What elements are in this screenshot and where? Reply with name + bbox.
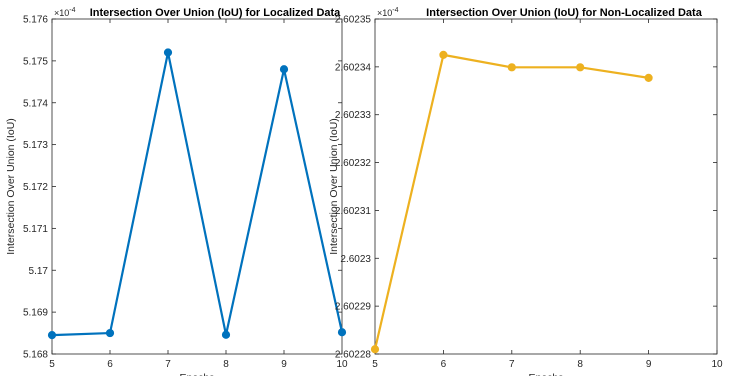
chart2-y-tick-label: 2.60232: [335, 158, 372, 169]
chart2-x-tick-label: 8: [577, 359, 583, 370]
chart1-y-tick-label: 5.17: [29, 266, 49, 277]
chart1-y-tick-label: 5.176: [23, 15, 48, 26]
chart1-exponent-power: -4: [69, 7, 75, 14]
chart1-x-tick-label: 8: [223, 359, 229, 370]
chart2-title: Intersection Over Union (IoU) for Non-Lo…: [426, 7, 703, 19]
chart1-exponent-base: ×10: [54, 8, 69, 18]
chart2-exponent-power: -4: [392, 7, 398, 14]
chart1-series-line: [51, 51, 344, 337]
chart2-series-line: [373, 53, 649, 350]
chart1-y-tick-label: 5.173: [23, 140, 48, 151]
chart1-y-tick-label: 5.174: [23, 98, 48, 109]
chart2-axes-box: [374, 18, 718, 355]
chart2-data-point: [644, 73, 653, 82]
chart2-exponent-label: ×10-4: [377, 7, 399, 18]
chart1-y-tick-label: 5.175: [23, 56, 48, 67]
chart1-data-point: [221, 330, 231, 339]
chart2-y-tick-label: 2.60228: [335, 350, 372, 361]
chart2-y-tick-label: 2.60229: [335, 302, 372, 313]
chart2-y-axis-label: Intersection Over Union (IoU): [328, 118, 340, 255]
chart1-x-tick-label: 10: [336, 359, 348, 370]
chart1-data-point: [105, 328, 115, 338]
chart2-data-point: [576, 63, 585, 72]
chart1-exponent-label: ×10-4: [54, 7, 76, 18]
chart1-y-tick-label: 5.169: [23, 308, 48, 319]
chart2-x-tick-label: 5: [372, 359, 378, 370]
chart1-x-tick-label: 7: [165, 359, 171, 370]
chart2-data-point: [370, 345, 380, 354]
chart2-y-tick-label: 2.60233: [335, 110, 372, 121]
chart2-data-point: [439, 50, 448, 59]
chart2-x-axis-label: Epochs: [528, 372, 563, 376]
chart1-y-tick-label: 5.168: [23, 350, 48, 361]
chart2-data-point: [507, 63, 516, 72]
chart1-axes-box: [51, 18, 343, 355]
chart1-y-tick-label: 5.172: [23, 182, 48, 193]
chart2-y-tick-label: 2.60234: [335, 62, 372, 73]
chart1-title: Intersection Over Union (IoU) for Locali…: [90, 7, 341, 19]
chart1-x-tick-label: 9: [281, 359, 287, 370]
chart1-data-point: [337, 328, 347, 337]
chart2-x-tick-label: 7: [509, 359, 515, 370]
chart2-x-tick-label: 6: [441, 359, 447, 370]
chart2-y-tick-label: 2.60231: [335, 206, 372, 217]
chart1-x-tick-label: 6: [107, 359, 113, 370]
chart2-x-tick-label: 9: [646, 359, 652, 370]
chart1-x-axis-label: Epochs: [179, 372, 214, 376]
chart2-x-tick-label: 10: [711, 359, 723, 370]
chart1-x-tick-label: 5: [49, 359, 55, 370]
chart1-y-tick-label: 5.171: [23, 224, 48, 235]
chart2-y-tick-label: 2.60235: [335, 15, 372, 26]
chart1-data-point: [163, 48, 173, 57]
chart1-data-point: [47, 331, 57, 340]
chart1-data-point: [279, 65, 289, 74]
chart1-y-axis-label: Intersection Over Union (IoU): [5, 118, 17, 255]
chart2-exponent-base: ×10: [377, 8, 392, 18]
chart2-y-tick-label: 2.6023: [340, 254, 371, 265]
